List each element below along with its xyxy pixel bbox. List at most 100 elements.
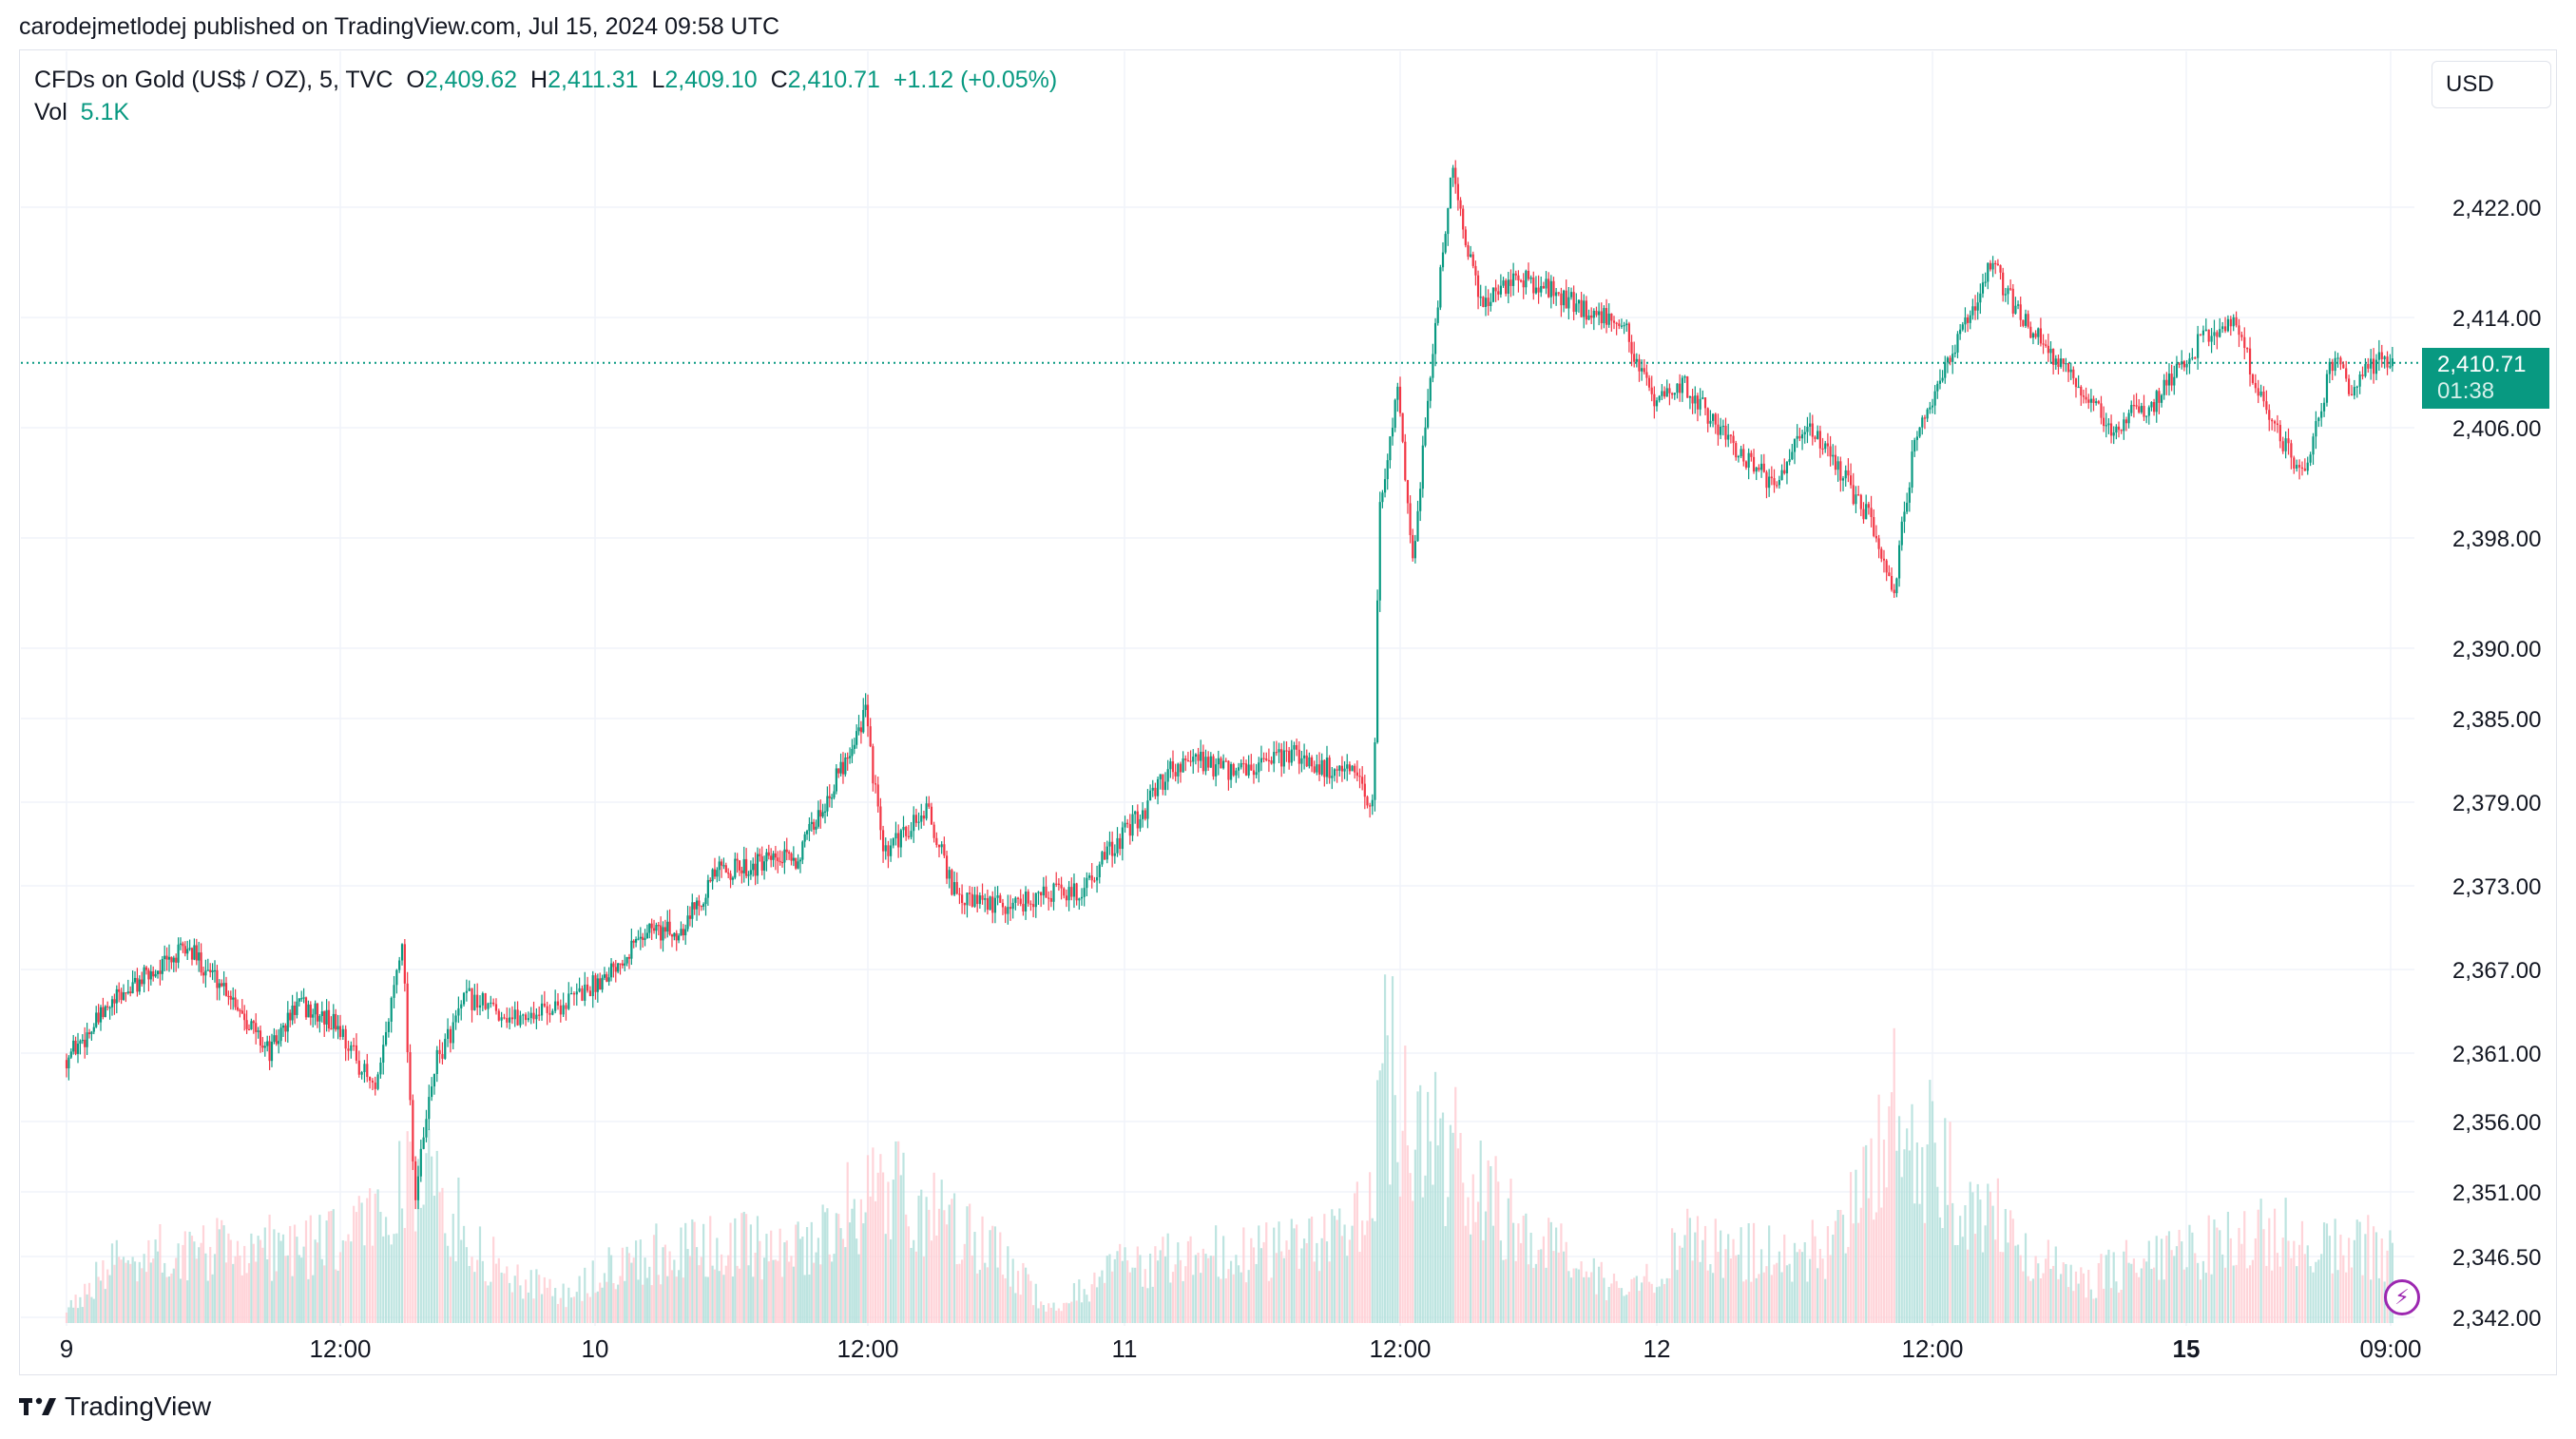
candle-body <box>1888 572 1891 577</box>
volume-bar <box>1923 1222 1927 1323</box>
candle <box>200 943 202 976</box>
volume-bar <box>1207 1257 1210 1323</box>
volume-bar <box>1470 1234 1472 1323</box>
candle-body <box>2173 376 2176 386</box>
candle <box>236 999 240 1012</box>
lightning-icon[interactable]: ⚡ <box>2384 1279 2420 1315</box>
candle-body <box>2216 332 2219 337</box>
candle-body <box>332 1013 335 1029</box>
candle-body <box>2054 358 2057 365</box>
candle-body <box>943 844 946 856</box>
candle-body <box>1363 783 1366 797</box>
candle <box>1688 395 1692 410</box>
volume-bar <box>1065 1302 1068 1323</box>
candle <box>1762 453 1765 473</box>
candle <box>881 825 885 863</box>
volume-bar <box>2097 1262 2100 1323</box>
volume-bar <box>2103 1288 2105 1323</box>
volume-bar <box>211 1274 214 1323</box>
candle <box>387 1018 390 1038</box>
volume-bar <box>188 1231 191 1323</box>
candle-body <box>1444 234 1447 253</box>
candle-body <box>2105 425 2107 427</box>
candle-body <box>2031 333 2035 338</box>
tradingview-logo[interactable]: TradingView <box>19 1391 211 1422</box>
candle-body <box>1686 376 1689 398</box>
candle <box>1605 298 1608 334</box>
volume-bar <box>864 1212 867 1323</box>
candle-body <box>1994 262 1997 265</box>
candle-body <box>163 955 166 960</box>
candle <box>1765 470 1768 499</box>
volume-bar <box>1323 1214 1326 1323</box>
candle-body <box>2074 377 2078 388</box>
volume-bar <box>1630 1278 1633 1323</box>
candle-body <box>1156 778 1160 796</box>
volume-bar <box>353 1205 356 1323</box>
volume-bar <box>1467 1197 1470 1323</box>
candle-body <box>1778 479 1780 486</box>
volume-bar <box>625 1246 628 1323</box>
candle-body <box>221 983 223 987</box>
candle-body <box>1049 898 1052 902</box>
candle-body <box>2160 394 2163 403</box>
candle <box>209 963 212 978</box>
candle <box>1040 892 1043 908</box>
candle-body <box>268 1041 271 1062</box>
candle-body <box>1638 358 1641 372</box>
volume-bar <box>986 1267 989 1323</box>
candle <box>747 871 750 887</box>
candle <box>165 947 168 971</box>
candle <box>1197 747 1200 773</box>
candle <box>239 1008 241 1018</box>
candle <box>416 1165 420 1210</box>
volume-bar <box>1244 1282 1248 1323</box>
volume-bar <box>826 1208 829 1323</box>
candle <box>663 919 666 939</box>
candle-body <box>1048 897 1050 899</box>
volume-bar <box>304 1220 308 1323</box>
candle <box>1300 751 1303 773</box>
candle <box>586 976 589 993</box>
candle-body <box>1361 777 1364 784</box>
volume-bar <box>2297 1244 2301 1323</box>
currency-button[interactable]: USD <box>2432 61 2551 108</box>
candle <box>1484 285 1488 317</box>
candle-body <box>650 923 653 929</box>
volume-bar <box>268 1214 271 1323</box>
volume-bar <box>113 1264 116 1323</box>
candle <box>76 1032 80 1064</box>
candle-body <box>198 952 201 961</box>
candle-body <box>855 731 858 745</box>
volume-bar <box>2306 1245 2309 1323</box>
candle-body <box>538 1014 541 1016</box>
volume-bar <box>1383 974 1387 1323</box>
candle-body <box>1336 769 1338 771</box>
candle <box>1217 750 1220 776</box>
volume-bar <box>1401 1130 1404 1323</box>
candle-body <box>1821 448 1824 451</box>
candle-body <box>2268 410 2271 420</box>
candle <box>619 963 622 975</box>
candle-body <box>284 1025 287 1032</box>
volume-bar <box>400 1208 404 1323</box>
candle-body <box>1494 287 1497 292</box>
candle-body <box>2278 425 2281 442</box>
candle-body <box>360 1071 363 1075</box>
volume-bar <box>522 1298 525 1323</box>
candle <box>2103 406 2105 432</box>
candle-body <box>644 938 646 940</box>
volume-bar <box>81 1307 84 1323</box>
candle <box>1391 417 1394 446</box>
candle-body <box>1643 368 1645 373</box>
volume-bar <box>655 1223 658 1323</box>
candle <box>263 1042 266 1057</box>
volume-bar <box>1128 1272 1131 1323</box>
candle <box>1821 437 1824 455</box>
candle-body <box>527 1018 529 1021</box>
volume-bar <box>2027 1276 2029 1323</box>
volume-bar <box>1459 1132 1462 1323</box>
candle <box>704 893 707 916</box>
low-value: 2,409.10 <box>664 67 758 93</box>
